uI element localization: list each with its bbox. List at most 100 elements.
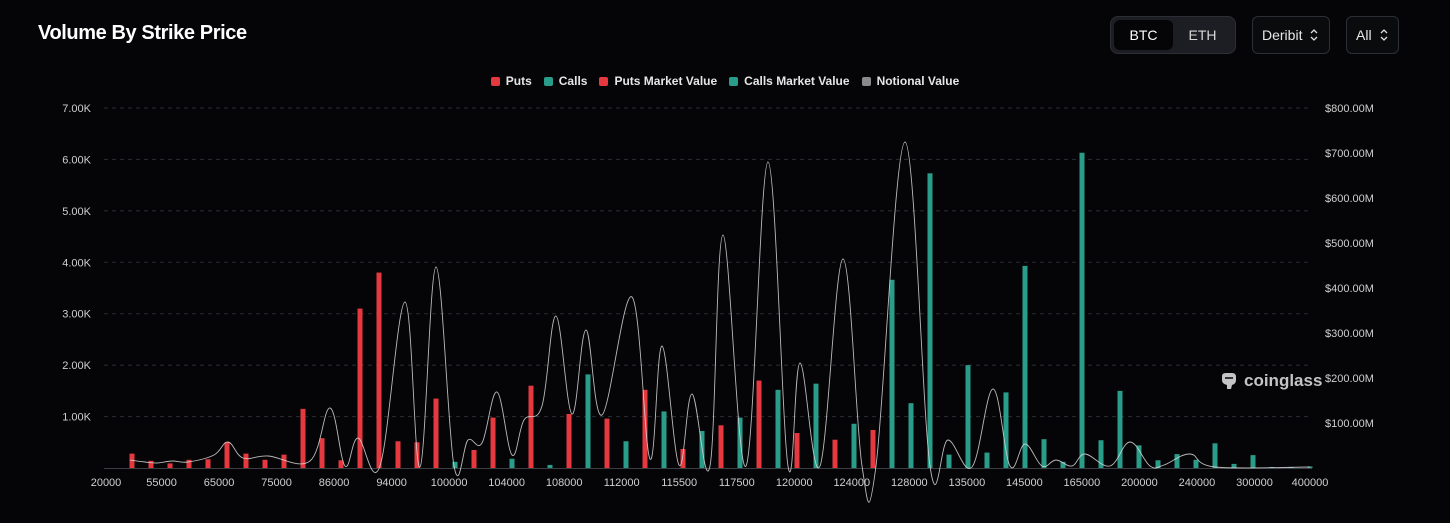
y-left-tick-label: 6.00K — [62, 154, 91, 166]
calls-bar — [851, 423, 857, 468]
calls-bar — [1136, 445, 1142, 468]
up-down-chevron-icon — [1380, 28, 1388, 42]
x-tick-label: 112000 — [604, 477, 640, 489]
puts-bar — [528, 385, 534, 468]
calls-bar — [1174, 454, 1180, 468]
x-tick-label: 400000 — [1292, 477, 1329, 489]
legend-label: Calls Market Value — [744, 74, 850, 88]
x-tick-label: 86000 — [319, 477, 350, 489]
legend-label: Calls — [558, 74, 588, 88]
puts-bar — [433, 398, 439, 468]
y-left-tick-label: 1.00K — [62, 412, 91, 424]
watermark-text: coinglass — [1244, 371, 1323, 390]
calls-bar — [1155, 460, 1161, 468]
calls-bar — [775, 389, 781, 468]
puts-bar — [300, 408, 306, 468]
legend-item-puts-market-value[interactable]: Puts Market Value — [599, 74, 717, 88]
calls-bar — [889, 279, 895, 468]
legend-item-calls[interactable]: Calls — [543, 74, 588, 88]
x-tick-label: 200000 — [1121, 477, 1158, 489]
puts-bar — [186, 459, 192, 468]
puts-bar — [243, 453, 249, 468]
x-tick-label: 94000 — [376, 477, 407, 489]
x-tick-label: 165000 — [1064, 477, 1101, 489]
y-left-tick-label: 4.00K — [62, 257, 91, 269]
puts-bar — [395, 441, 401, 468]
calls-bar — [908, 403, 914, 468]
y-left-tick-label: 3.00K — [62, 309, 91, 321]
x-tick-label: 20000 — [91, 477, 122, 489]
legend-label: Puts — [505, 74, 532, 88]
calls-bar — [623, 441, 629, 468]
calls-bar — [927, 173, 933, 469]
puts-bar — [566, 414, 572, 468]
x-tick-label: 104000 — [488, 477, 525, 489]
puts-bar — [870, 429, 876, 468]
calls-bar — [1079, 152, 1085, 468]
calls-bar — [965, 365, 971, 468]
puts-bar — [319, 438, 325, 468]
x-tick-label: 117500 — [719, 477, 755, 489]
calls-bar — [813, 383, 819, 468]
y-left-tick-label: 2.00K — [62, 360, 91, 372]
puts-bar — [680, 448, 686, 468]
calls-bar — [509, 458, 515, 468]
legend-swatch — [543, 76, 553, 86]
x-tick-label: 300000 — [1236, 477, 1273, 489]
calls-bar — [661, 411, 667, 468]
puts-bar — [642, 389, 648, 468]
coinglass-logo-icon — [1222, 373, 1236, 389]
puts-bar — [357, 308, 363, 468]
x-tick-label: 145000 — [1006, 477, 1043, 489]
puts-bar — [205, 459, 211, 468]
puts-bar — [167, 463, 173, 468]
legend-item-notional-value[interactable]: Notional Value — [861, 74, 960, 88]
x-tick-label: 108000 — [546, 477, 583, 489]
x-tick-label: 65000 — [204, 477, 235, 489]
up-down-chevron-icon — [1310, 28, 1318, 42]
puts-bar — [262, 459, 268, 468]
puts-bar — [129, 453, 135, 468]
y-right-tick-label: $200.00M — [1325, 373, 1374, 385]
x-tick-label: 240000 — [1179, 477, 1216, 489]
x-tick-label: 135000 — [948, 477, 985, 489]
expiry-select-value: All — [1356, 27, 1372, 43]
y-left-tick-label: 5.00K — [62, 206, 91, 218]
legend-swatch — [861, 76, 871, 86]
asset-option-eth[interactable]: ETH — [1188, 27, 1217, 43]
coinglass-watermark: coinglass — [1218, 370, 1322, 392]
puts-bar — [281, 454, 287, 468]
puts-bar — [471, 450, 477, 468]
y-right-tick-label: $600.00M — [1325, 193, 1374, 205]
x-tick-label: 100000 — [431, 477, 468, 489]
legend-item-calls-market-value[interactable]: Calls Market Value — [729, 74, 850, 88]
exchange-select[interactable]: Deribit — [1252, 16, 1330, 54]
legend-label: Notional Value — [876, 74, 960, 88]
calls-bar — [1193, 459, 1199, 468]
x-tick-label: 55000 — [146, 477, 177, 489]
calls-bar — [1041, 439, 1047, 468]
expiry-select[interactable]: All — [1346, 16, 1399, 54]
calls-bar — [1098, 440, 1104, 468]
calls-bar — [1231, 463, 1237, 468]
puts-bar — [718, 425, 724, 468]
x-tick-label: 124000 — [833, 477, 870, 489]
asset-option-btc[interactable]: BTC — [1114, 20, 1173, 50]
legend-item-puts[interactable]: Puts — [490, 74, 532, 88]
y-right-tick-label: $800.00M — [1325, 103, 1374, 115]
exchange-select-value: Deribit — [1262, 27, 1303, 43]
x-tick-label: 115500 — [661, 477, 697, 489]
calls-bar — [585, 374, 591, 468]
calls-bar — [1250, 455, 1256, 468]
calls-bar — [1212, 443, 1218, 468]
calls-bar — [1022, 265, 1028, 468]
x-tick-label: 75000 — [261, 477, 292, 489]
puts-bar — [490, 417, 496, 468]
calls-bar — [946, 454, 952, 468]
page-title: Volume By Strike Price — [38, 22, 247, 44]
legend-swatch — [599, 76, 609, 86]
y-left-tick-label: 7.00K — [62, 103, 91, 115]
puts-bar — [338, 460, 344, 468]
calls-bar — [1117, 390, 1123, 468]
